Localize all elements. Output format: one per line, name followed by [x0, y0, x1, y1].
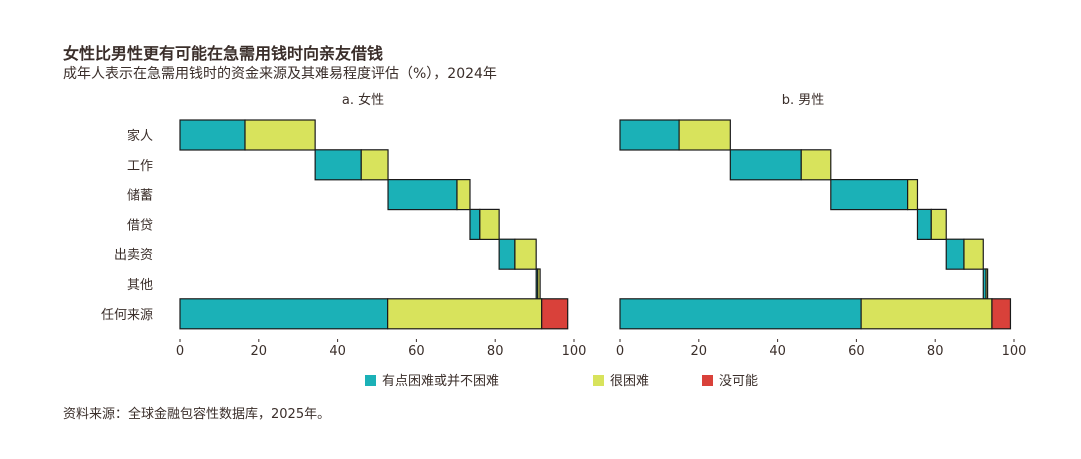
bar-segment [963, 238, 984, 270]
x-tick-label: 60 [408, 344, 425, 359]
bar-segment [916, 208, 932, 240]
bar-segment [456, 179, 471, 211]
legend-swatch [702, 375, 713, 386]
bar-segment [360, 149, 389, 181]
legend-label: 很困难 [610, 374, 649, 389]
category-label: 工作 [127, 159, 153, 174]
bar-segment [541, 298, 569, 330]
category-label: 任何来源 [101, 307, 153, 323]
x-tick-label: 100 [562, 344, 587, 359]
bar-segment [830, 179, 909, 211]
bar-segment [498, 238, 516, 270]
bar-segment [930, 208, 947, 240]
bar-segment [985, 268, 989, 300]
legend-swatch [365, 375, 376, 386]
chart-subtitle: 成年人表示在急需用钱时的资金来源及其难易程度评估（%），2024年 [63, 66, 497, 82]
panel-label: a. 女性 [342, 92, 384, 108]
bar-segment [907, 179, 919, 211]
x-tick-label: 80 [927, 344, 944, 359]
bar-segment [678, 119, 731, 151]
x-tick-label: 60 [848, 344, 865, 359]
bar-segment [991, 298, 1012, 330]
x-tick-label: 20 [691, 344, 708, 359]
bar-segment [244, 119, 316, 151]
bar-segment [179, 298, 389, 330]
category-label: 储蓄 [127, 189, 153, 204]
bar-segment [314, 149, 362, 181]
category-label: 家人 [127, 128, 153, 144]
panel-label: b. 男性 [782, 93, 825, 108]
bar-segment [860, 298, 993, 330]
legend-label: 没可能 [719, 374, 758, 389]
bar-segment [619, 298, 862, 330]
bar-segment [387, 179, 458, 211]
bar-segment [945, 238, 965, 270]
x-tick-label: 100 [1002, 344, 1027, 359]
x-tick-label: 40 [329, 344, 346, 359]
legend-swatch [593, 375, 604, 386]
bar-segment [537, 268, 541, 300]
category-label: 其他 [127, 278, 153, 293]
x-tick-label: 40 [769, 344, 786, 359]
bar-segment [469, 208, 481, 240]
category-label: 借贷 [127, 218, 153, 233]
bar-segment [800, 149, 832, 181]
category-label: 出卖资 [114, 248, 153, 263]
x-tick-label: 20 [251, 344, 268, 359]
bar-segment [179, 119, 246, 151]
chart-title: 女性比男性更有可能在急需用钱时向亲友借钱 [63, 44, 384, 63]
bar-segment [514, 238, 537, 270]
source-note: 资料来源：全球金融包容性数据库，2025年。 [63, 407, 331, 422]
bar-segment [387, 298, 543, 330]
legend-label: 有点困难或并不困难 [382, 374, 499, 389]
x-tick-label: 0 [176, 344, 184, 359]
x-tick-label: 0 [616, 344, 624, 359]
bar-segment [479, 208, 500, 240]
bar-segment [729, 149, 802, 181]
x-tick-label: 80 [487, 344, 504, 359]
bar-segment [619, 119, 680, 151]
